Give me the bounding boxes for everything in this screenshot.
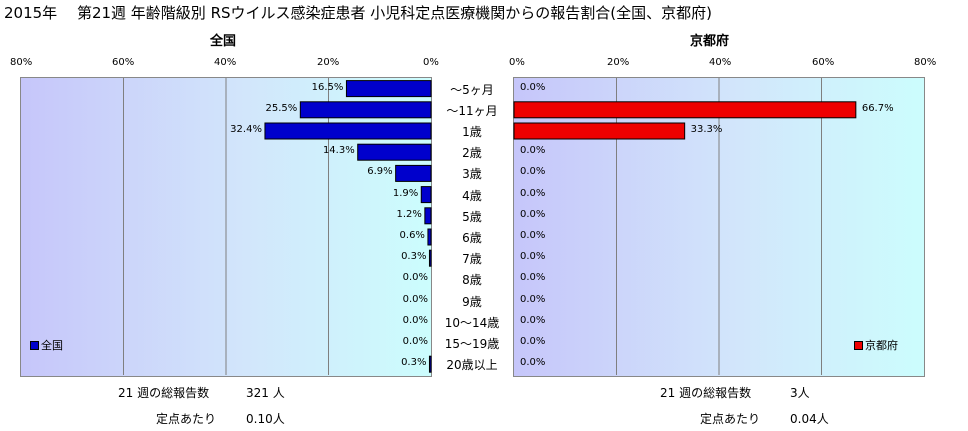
national-bar <box>345 80 432 98</box>
national-bar <box>299 101 432 119</box>
kyoto-x-tick: 0% <box>509 57 525 68</box>
category-label: 8歳 <box>462 273 482 288</box>
national-value-label: 0.3% <box>401 357 427 369</box>
national-bar <box>357 143 432 161</box>
kyoto-value-label: 0.0% <box>520 293 546 305</box>
national-total-value: 321 人 <box>246 386 285 400</box>
national-value-label: 0.0% <box>402 272 428 284</box>
national-value-label: 1.2% <box>396 208 422 220</box>
kyoto-value-label: 33.3% <box>690 124 723 135</box>
national-value-label: 1.9% <box>392 187 419 199</box>
kyoto-per-label: 定点あたり <box>700 412 761 426</box>
kyoto-value-label: 0.0% <box>520 314 546 326</box>
national-bar <box>420 186 432 204</box>
kyoto-value-label: 0.0% <box>520 145 546 157</box>
national-value-label: 0.3% <box>401 251 427 263</box>
national-per-value: 0.10人 <box>246 412 285 426</box>
national-legend: 全国 <box>30 337 63 353</box>
kyoto-legend-swatch <box>854 340 863 350</box>
category-label: 9歳 <box>462 294 482 309</box>
national-bar <box>427 228 432 246</box>
national-legend-label: 全国 <box>41 339 63 352</box>
national-legend-swatch <box>30 340 39 350</box>
national-bar <box>428 249 432 267</box>
national-value-label: 0.6% <box>399 230 425 241</box>
category-label: 6歳 <box>462 231 482 245</box>
national-value-label: 14.3% <box>322 145 355 157</box>
kyoto-panel-title: 京都府 <box>690 34 730 49</box>
chart-title: 2015年 第21週 年齢階級別 RSウイルス感染症患者 小児科定点医療機関から… <box>4 4 712 22</box>
kyoto-value-label: 0.0% <box>520 272 546 284</box>
national-x-tick: 60% <box>112 57 135 68</box>
category-label: 10～14歳 <box>444 315 500 330</box>
national-value-label: 6.9% <box>367 166 393 178</box>
category-label: 4歳 <box>462 188 482 203</box>
national-bar <box>395 164 432 182</box>
kyoto-value-label: 66.7% <box>861 102 894 114</box>
category-label: 2歳 <box>462 146 482 161</box>
category-label: 5歳 <box>462 209 482 224</box>
national-value-label: 16.5% <box>311 81 344 93</box>
national-value-label: 0.0% <box>402 336 428 347</box>
kyoto-bar <box>513 122 686 140</box>
national-bar <box>264 122 432 140</box>
category-label: 20歳以上 <box>446 358 498 373</box>
kyoto-value-label: 0.0% <box>520 357 546 369</box>
national-total-label: 21 週の総報告数 <box>118 386 210 400</box>
kyoto-total-value: 3人 <box>790 386 810 400</box>
kyoto-value-label: 0.0% <box>520 187 546 199</box>
national-value-label: 0.0% <box>402 293 428 305</box>
kyoto-value-label: 0.0% <box>520 166 546 178</box>
kyoto-value-label: 0.0% <box>520 81 546 93</box>
kyoto-value-label: 0.0% <box>520 230 546 241</box>
national-value-label: 25.5% <box>265 102 298 114</box>
category-label: ～5ヶ月 <box>450 82 494 97</box>
national-bar <box>424 207 432 225</box>
kyoto-x-tick: 20% <box>607 57 630 68</box>
national-value-label: 32.4% <box>230 124 262 135</box>
category-label: 1歳 <box>462 125 482 139</box>
category-label: ～11ヶ月 <box>446 103 498 118</box>
kyoto-per-value: 0.04人 <box>790 412 829 426</box>
kyoto-value-label: 0.0% <box>520 208 546 220</box>
national-x-tick: 80% <box>10 57 33 68</box>
national-x-tick: 20% <box>317 57 340 68</box>
national-bar <box>428 355 432 373</box>
national-x-tick: 0% <box>423 57 439 68</box>
national-panel-title: 全国 <box>210 34 237 49</box>
national-x-tick: 40% <box>214 57 237 68</box>
category-label: 15～19歳 <box>444 337 500 351</box>
kyoto-value-label: 0.0% <box>520 251 546 263</box>
kyoto-x-tick: 80% <box>914 57 937 68</box>
national-value-label: 0.0% <box>402 314 428 326</box>
kyoto-legend: 京都府 <box>854 337 898 353</box>
kyoto-value-label: 0.0% <box>520 336 546 347</box>
kyoto-total-label: 21 週の総報告数 <box>660 386 752 400</box>
kyoto-x-tick: 40% <box>709 57 732 68</box>
kyoto-legend-label: 京都府 <box>865 339 898 352</box>
category-label: 7歳 <box>462 252 482 267</box>
kyoto-bar <box>513 101 857 119</box>
national-per-label: 定点あたり <box>156 412 217 426</box>
category-label: 3歳 <box>462 167 482 182</box>
kyoto-x-tick: 60% <box>812 57 835 68</box>
